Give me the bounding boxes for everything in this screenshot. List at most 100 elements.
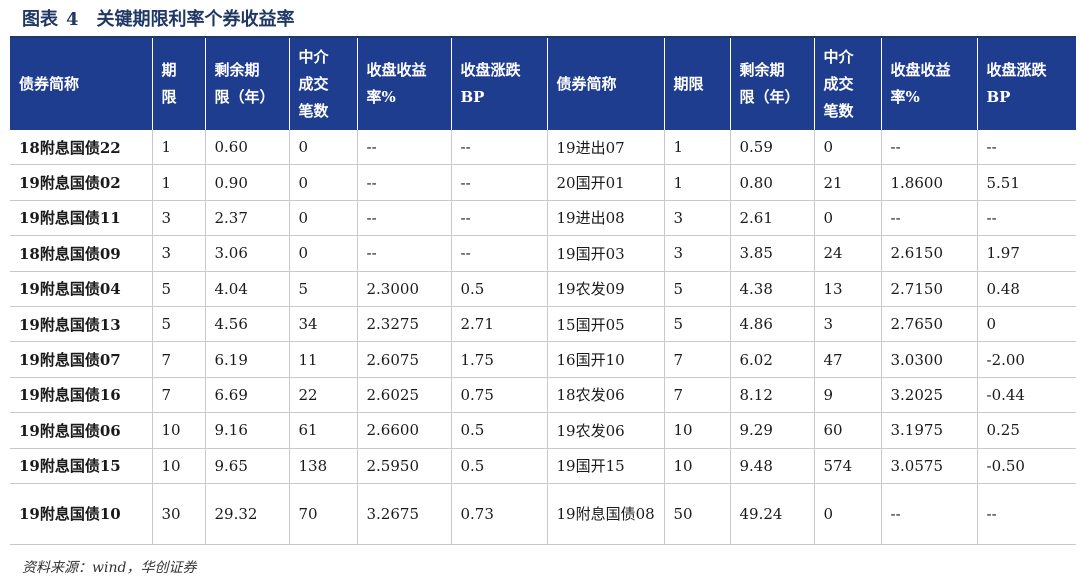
table-cell: 2.5950 [356, 448, 451, 484]
column-header: 债券简称 [10, 38, 152, 130]
table-cell: 3.06 [204, 235, 289, 272]
table-cell: 0.59 [729, 130, 814, 166]
table-cell: 2.6025 [356, 377, 451, 414]
table-cell: 3 [663, 200, 730, 237]
table-cell: 0 [288, 235, 357, 272]
table-cell: 5 [663, 271, 730, 307]
table-cell: -- [880, 130, 977, 166]
table-cell: 47 [813, 341, 881, 378]
table-cell: 70 [288, 483, 357, 545]
table-cell: 7 [151, 341, 205, 378]
table-cell: 2.3275 [356, 306, 451, 343]
column-header: 债券简称 [546, 38, 664, 130]
table-cell: 0 [288, 130, 357, 166]
bond-name-cell: 20国开01 [546, 164, 664, 201]
bond-name-cell: 19附息国债08 [546, 483, 664, 545]
bond-name-cell: 19附息国债15 [10, 448, 152, 484]
table-cell: 0.5 [450, 448, 547, 484]
table-row: 19附息国债10 30 29.32 70 3.2675 0.73 19附息国债08 50 49.… [10, 483, 1076, 545]
column-header-text: 中介 [823, 47, 854, 66]
table-cell: 4.38 [729, 271, 814, 307]
table-cell: 2.71 [450, 306, 547, 343]
column-header-text: 收盘涨跌 [986, 61, 1047, 79]
bond-name-cell: 19附息国债11 [10, 200, 152, 237]
column-header-text: 率% [890, 88, 920, 106]
table-cell: 7 [151, 377, 205, 414]
table-cell: 3.0575 [880, 448, 977, 484]
bond-name-cell: 19附息国债06 [10, 412, 152, 449]
table-cell: 61 [288, 412, 357, 449]
table-cell: 21 [813, 164, 881, 201]
table-cell: 50 [663, 483, 730, 545]
table-cell: 5 [151, 306, 205, 343]
column-header-text: 成交 [298, 74, 329, 93]
bond-name-cell: 19附息国债13 [10, 306, 152, 343]
column-header: 中介 成交 笔数 [288, 38, 357, 130]
table-cell: 24 [813, 235, 881, 272]
column-header-text: 期限 [673, 74, 704, 93]
bond-name-cell: 19附息国债07 [10, 341, 152, 378]
bond-name-cell: 19附息国债04 [10, 271, 152, 307]
table-cell: 2.6075 [356, 341, 451, 378]
table-cell: 29.32 [204, 483, 289, 545]
table-cell: 60 [813, 412, 881, 449]
table-cell: 4.04 [204, 271, 289, 307]
table-cell: -0.44 [976, 377, 1076, 414]
table-cell: 3.0300 [880, 341, 977, 378]
table-cell: 3 [151, 200, 205, 237]
column-header: 期限 [151, 38, 205, 130]
column-header: 剩余期 限（年） [729, 38, 814, 130]
table-row: 19附息国债07 7 6.19 11 2.6075 1.75 16国开10 7 6.02 47 3.… [10, 341, 1076, 378]
table-cell: 1 [663, 164, 730, 201]
table-cell: 9 [813, 377, 881, 414]
bond-yield-table: 债券简称期限剩余期 限（年） 中介 成交 笔数 收盘收益 率% 收盘涨跌 BP 债券简称 期限 剩余期… [10, 38, 1076, 545]
column-header: 期限 [663, 38, 730, 130]
table-cell: -2.00 [976, 341, 1076, 378]
column-header: 收盘收益率% [356, 38, 451, 130]
table-cell: 7 [663, 377, 730, 414]
table-cell: 3.2025 [880, 377, 977, 414]
table-cell: 0 [976, 306, 1076, 343]
table-cell: 9.48 [729, 448, 814, 484]
column-header-text: 笔数 [298, 101, 329, 120]
bond-name-cell: 18附息国债22 [10, 130, 152, 166]
table-cell: 3 [663, 235, 730, 272]
column-header-text: 中介 [298, 47, 329, 66]
table-row: 19附息国债16 7 6.69 22 2.6025 0.75 18农发06 7 8.12 9 3.2… [10, 377, 1076, 414]
table-cell: 22 [288, 377, 357, 414]
column-header-text: 债券简称 [19, 74, 80, 93]
bond-name-cell: 19附息国债16 [10, 377, 152, 414]
table-cell: 2.6600 [356, 412, 451, 449]
column-header-text: 率% [366, 88, 396, 106]
table-cell: 2.37 [204, 200, 289, 237]
table-cell: 0.25 [976, 412, 1076, 449]
table-cell: -0.50 [976, 448, 1076, 484]
bond-name-cell: 15国开05 [546, 306, 664, 343]
column-header-text: 笔数 [823, 101, 854, 120]
figure-label: 图表 [22, 9, 58, 30]
table-cell: -- [356, 200, 451, 237]
table-cell: 1 [151, 164, 205, 201]
bond-name-cell: 19国开15 [546, 448, 664, 484]
table-cell: 2.7650 [880, 306, 977, 343]
column-header-text: BP [986, 88, 1011, 106]
table-cell: 0 [288, 164, 357, 201]
column-header-text: 收盘收益 [890, 61, 951, 79]
table-cell: 7 [663, 341, 730, 378]
column-header-text: 收盘涨跌 [460, 61, 521, 79]
table-cell: 3.85 [729, 235, 814, 272]
table-cell: -- [976, 130, 1076, 166]
column-header-text: 收盘收益 [366, 61, 427, 79]
table-cell: 5 [151, 271, 205, 307]
table-cell: -- [450, 130, 547, 166]
source-note: 资料来源：wind，华创证券 [22, 560, 197, 576]
table-cell: 574 [813, 448, 881, 484]
table-cell: 0 [813, 200, 881, 237]
table-cell: -- [976, 200, 1076, 237]
table-cell: 3.1975 [880, 412, 977, 449]
table-cell: 9.16 [204, 412, 289, 449]
table-cell: 0.73 [450, 483, 547, 545]
table-cell: -- [880, 483, 977, 545]
table-cell: 5 [663, 306, 730, 343]
bond-name-cell: 18农发06 [546, 377, 664, 414]
